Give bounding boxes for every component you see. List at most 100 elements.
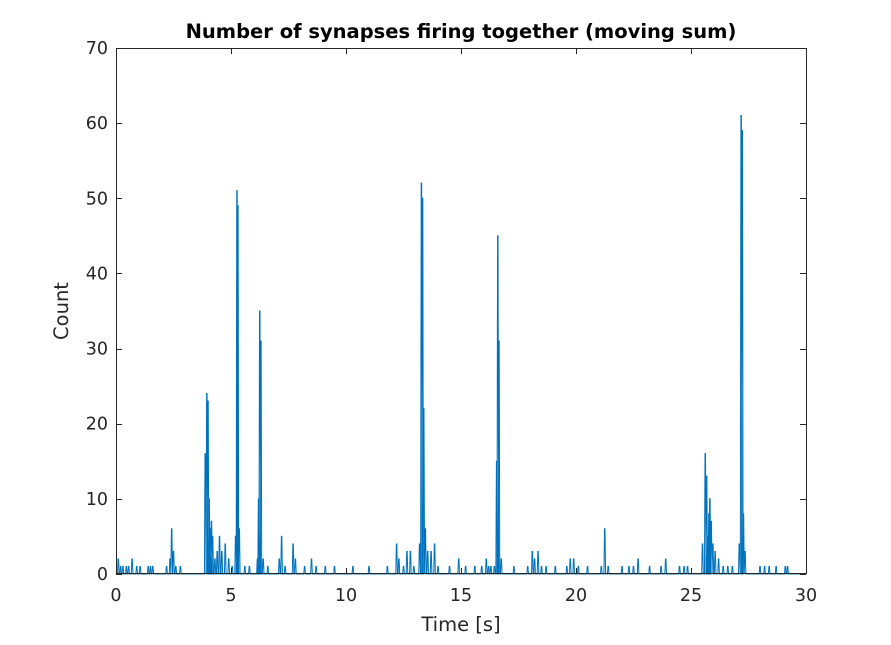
series-point: [235, 535, 237, 538]
series-point: [427, 550, 429, 553]
series-point: [304, 565, 306, 568]
series-point: [172, 550, 175, 553]
x-axis-ticks: 0 5 10 15 20 25 30: [110, 48, 817, 606]
series-point: [406, 550, 408, 553]
y-tick-label: 60: [86, 114, 108, 134]
series-point: [496, 460, 498, 462]
series-point: [637, 558, 639, 560]
series-point: [122, 565, 124, 568]
series-point: [402, 565, 405, 568]
series-point: [131, 558, 133, 560]
series-point: [315, 565, 317, 568]
series-point: [481, 565, 483, 568]
series-point: [175, 565, 177, 568]
series-point: [139, 565, 141, 568]
series-point: [238, 528, 240, 530]
series-point: [421, 197, 424, 199]
x-axis-label: Time [s]: [420, 613, 500, 636]
series-point: [423, 408, 425, 410]
series-point: [712, 543, 714, 545]
series-point: [136, 565, 138, 568]
x-tick-label: 0: [110, 586, 121, 606]
series-point: [209, 528, 211, 530]
series-point: [171, 528, 173, 530]
series-point: [256, 558, 259, 560]
series-point: [147, 565, 149, 568]
series-point: [152, 565, 154, 568]
series-point: [424, 528, 426, 530]
series-point: [718, 558, 720, 560]
y-tick-label: 30: [86, 340, 108, 360]
series-point: [768, 565, 770, 568]
series-point: [221, 550, 223, 553]
series-point: [324, 565, 326, 568]
series-point: [244, 565, 246, 568]
series-point: [545, 565, 547, 568]
series-point: [566, 565, 568, 568]
series-point: [236, 190, 238, 192]
series-point: [166, 565, 168, 568]
series-point: [409, 550, 411, 553]
series-point: [212, 535, 214, 538]
series-point: [368, 565, 370, 568]
series-point: [527, 565, 529, 568]
series-point: [497, 235, 499, 237]
series-point: [204, 453, 206, 455]
series-point: [228, 558, 230, 560]
series-point: [704, 453, 706, 455]
x-tick-label: 15: [450, 586, 472, 606]
series-point: [125, 565, 127, 568]
series-point: [714, 550, 716, 553]
series-point: [465, 565, 467, 568]
series-point: [586, 565, 589, 568]
series-point: [764, 565, 766, 568]
y-axis-label: Count: [50, 282, 73, 340]
series-point: [419, 543, 421, 545]
series-point: [513, 565, 515, 568]
series-point: [534, 558, 536, 560]
series-point: [281, 535, 283, 538]
series-point: [709, 498, 711, 500]
series-point: [310, 558, 313, 560]
series-point: [727, 565, 729, 568]
series-point: [701, 543, 704, 545]
series-point: [744, 550, 746, 553]
series-point: [120, 565, 122, 568]
series-point: [386, 565, 388, 568]
x-tick-label: 30: [795, 586, 817, 606]
series-point: [207, 400, 209, 402]
chart-title: Number of synapses firing together (movi…: [186, 20, 737, 43]
series-point: [485, 558, 487, 560]
series-point: [117, 558, 119, 560]
series-point: [210, 520, 213, 523]
series-point: [573, 558, 575, 560]
series-point: [493, 565, 495, 568]
series-point: [216, 550, 218, 553]
series-point: [665, 558, 667, 560]
series-point: [742, 513, 745, 515]
series-point: [706, 535, 709, 538]
series-point: [740, 115, 742, 117]
y-tick-label: 70: [86, 39, 108, 59]
series-point: [262, 558, 264, 560]
series-point: [474, 565, 476, 568]
y-tick-label: 0: [97, 565, 108, 585]
series-point: [430, 550, 432, 553]
y-tick-label: 50: [86, 189, 108, 209]
series-point: [149, 565, 152, 568]
series-point: [531, 550, 533, 553]
series-point: [759, 565, 761, 568]
series-point: [437, 565, 439, 568]
series-point: [398, 558, 400, 560]
series-point: [628, 565, 630, 568]
series-point: [660, 565, 662, 568]
y-tick-label: 40: [86, 264, 108, 284]
series-point: [569, 558, 571, 560]
x-tick-label: 25: [680, 586, 702, 606]
series-point: [333, 565, 336, 568]
series-point: [413, 565, 415, 568]
series-point: [731, 565, 734, 568]
series-point: [237, 205, 239, 207]
series-point: [600, 565, 602, 568]
series-point: [683, 565, 685, 568]
